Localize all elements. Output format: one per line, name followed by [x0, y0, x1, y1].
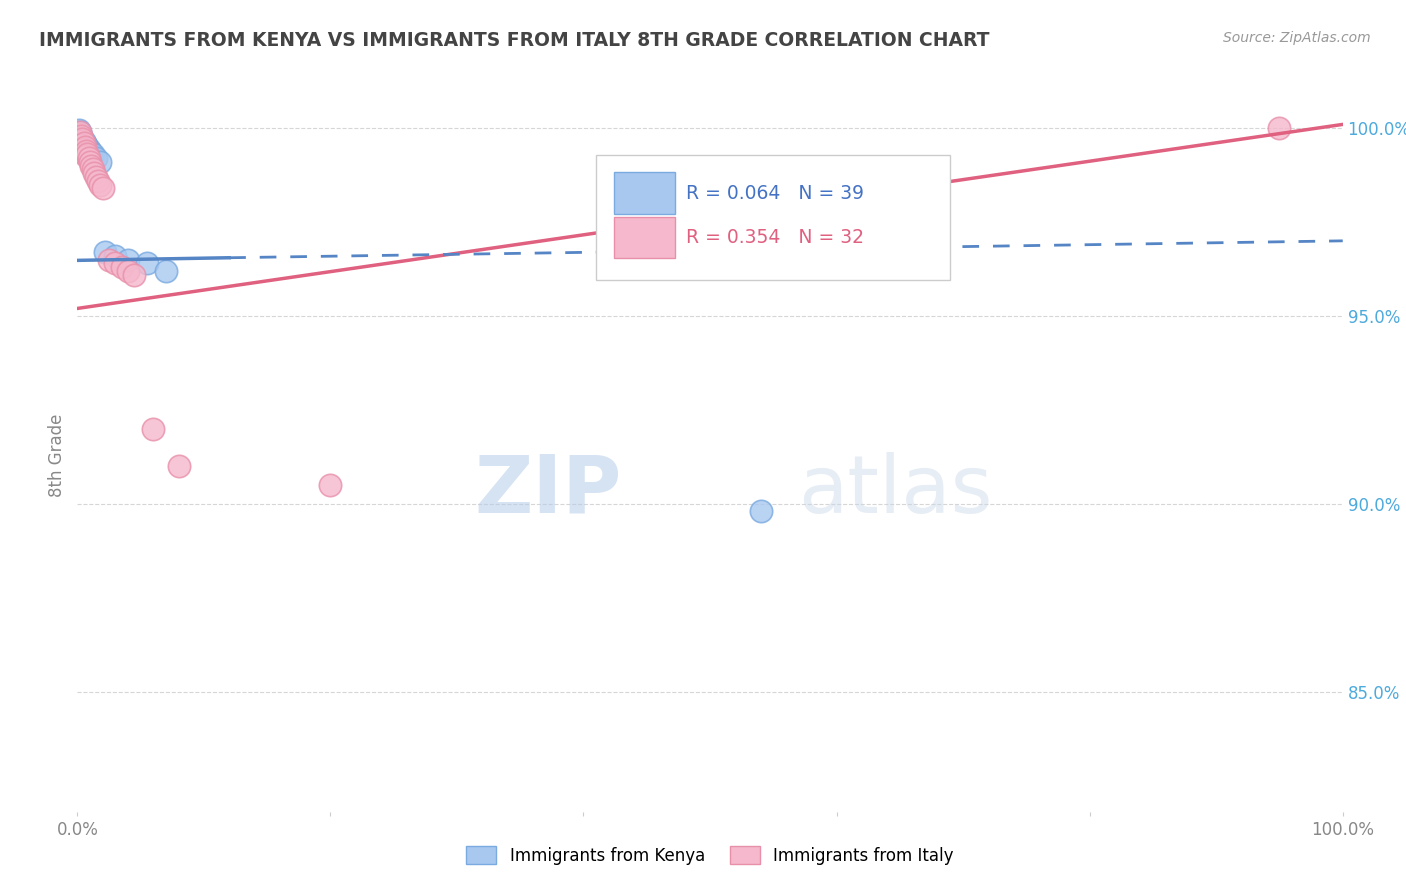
- Text: atlas: atlas: [799, 451, 993, 530]
- Point: [104, 256, 127, 270]
- Point: [70, 134, 93, 148]
- Point: [91, 181, 114, 195]
- Point: [77, 142, 100, 156]
- FancyBboxPatch shape: [614, 172, 675, 214]
- Point: [86, 169, 108, 184]
- Point: [72, 138, 94, 153]
- Point: [749, 504, 772, 518]
- Point: [79, 144, 101, 158]
- Point: [69, 144, 91, 158]
- Point: [69, 125, 91, 139]
- Point: [73, 138, 96, 153]
- Text: ZIP: ZIP: [474, 451, 621, 530]
- Point: [75, 149, 97, 163]
- Point: [89, 178, 111, 192]
- Point: [75, 138, 97, 153]
- Point: [72, 144, 94, 158]
- Point: [72, 132, 94, 146]
- Point: [80, 159, 103, 173]
- Point: [94, 245, 117, 260]
- Point: [75, 142, 97, 156]
- Point: [69, 136, 91, 151]
- Point: [83, 166, 105, 180]
- Point: [79, 155, 101, 169]
- Point: [155, 264, 177, 278]
- Point: [72, 132, 94, 146]
- Point: [89, 155, 111, 169]
- Point: [76, 144, 98, 158]
- Point: [69, 125, 91, 139]
- Point: [73, 140, 96, 154]
- Text: R = 0.064   N = 39: R = 0.064 N = 39: [686, 184, 865, 202]
- Point: [111, 260, 132, 274]
- Point: [117, 252, 139, 267]
- Point: [142, 422, 165, 436]
- Point: [73, 142, 96, 156]
- Point: [69, 128, 91, 143]
- Point: [67, 130, 90, 145]
- Point: [82, 147, 104, 161]
- Point: [73, 134, 96, 148]
- Point: [76, 140, 98, 154]
- Point: [76, 147, 98, 161]
- Point: [73, 136, 96, 151]
- Point: [124, 268, 146, 282]
- Point: [70, 140, 93, 154]
- Point: [80, 145, 103, 160]
- Point: [75, 144, 97, 158]
- Legend: Immigrants from Kenya, Immigrants from Italy: Immigrants from Kenya, Immigrants from I…: [460, 839, 960, 871]
- Point: [319, 478, 342, 492]
- Point: [72, 140, 94, 154]
- Point: [98, 252, 120, 267]
- FancyBboxPatch shape: [614, 217, 675, 258]
- FancyBboxPatch shape: [596, 155, 950, 280]
- Point: [104, 249, 127, 263]
- Point: [73, 136, 96, 151]
- Text: IMMIGRANTS FROM KENYA VS IMMIGRANTS FROM ITALY 8TH GRADE CORRELATION CHART: IMMIGRANTS FROM KENYA VS IMMIGRANTS FROM…: [39, 31, 990, 50]
- Point: [86, 174, 108, 188]
- Point: [70, 128, 93, 143]
- Point: [82, 162, 104, 177]
- Point: [67, 123, 90, 137]
- Text: Source: ZipAtlas.com: Source: ZipAtlas.com: [1223, 31, 1371, 45]
- Point: [1268, 121, 1291, 136]
- Point: [69, 132, 91, 146]
- Point: [67, 127, 90, 141]
- Point: [167, 459, 190, 474]
- Point: [67, 127, 90, 141]
- Point: [73, 145, 96, 160]
- Point: [69, 130, 91, 145]
- Point: [73, 140, 96, 154]
- Point: [72, 136, 94, 151]
- Text: R = 0.354   N = 32: R = 0.354 N = 32: [686, 227, 865, 247]
- Point: [70, 128, 93, 143]
- Point: [70, 136, 93, 151]
- Point: [86, 151, 108, 165]
- Point: [73, 142, 96, 156]
- Point: [69, 140, 91, 154]
- Point: [70, 144, 93, 158]
- Y-axis label: 8th Grade: 8th Grade: [48, 413, 66, 497]
- Point: [117, 264, 139, 278]
- Point: [77, 151, 100, 165]
- Point: [70, 132, 93, 146]
- Point: [136, 256, 159, 270]
